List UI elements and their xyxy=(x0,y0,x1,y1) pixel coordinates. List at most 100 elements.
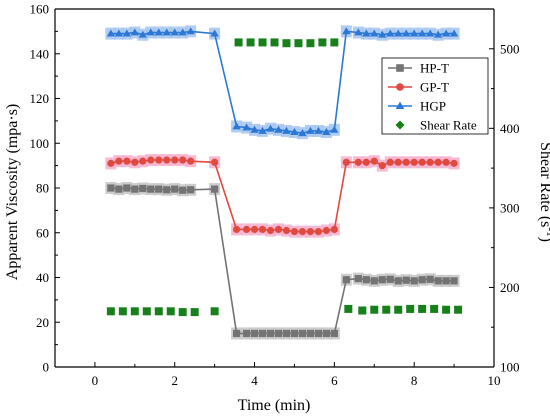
data-point-hp-t xyxy=(107,184,115,192)
data-point-hp-t xyxy=(171,185,179,193)
data-point-gp-t xyxy=(155,156,163,164)
data-point-shear-rate xyxy=(118,307,127,316)
data-point-hgp xyxy=(362,29,371,37)
data-point-hp-t xyxy=(147,185,155,193)
y-axis-right-title-sup: -1 xyxy=(544,227,550,236)
data-point-gp-t xyxy=(394,158,402,166)
data-point-gp-t xyxy=(115,157,123,165)
y-left-tick-label: 140 xyxy=(30,46,50,61)
data-point-hp-t xyxy=(282,329,291,338)
data-point-gp-t xyxy=(442,158,450,166)
data-point-shear-rate xyxy=(344,304,353,313)
data-point-gp-t xyxy=(342,158,350,166)
data-point-gp-t xyxy=(274,225,283,233)
data-point-gp-t xyxy=(163,156,171,164)
data-point-gp-t xyxy=(250,225,259,233)
data-point-shear-rate xyxy=(142,307,151,316)
data-point-hgp xyxy=(282,126,291,134)
x-tick-label: 10 xyxy=(488,373,501,388)
data-point-gp-t xyxy=(386,158,394,166)
data-point-gp-t xyxy=(322,226,330,235)
data-point-hp-t xyxy=(179,186,187,194)
data-point-gp-t xyxy=(187,157,195,165)
data-point-hp-t xyxy=(274,329,283,338)
y-left-tick-label: 100 xyxy=(30,136,50,151)
y-left-tick-label: 20 xyxy=(36,315,49,330)
data-point-hgp xyxy=(298,129,307,137)
data-point-hgp xyxy=(342,27,351,35)
y-left-tick-label: 40 xyxy=(36,270,49,285)
x-tick-label: 6 xyxy=(331,373,338,388)
x-tick-label: 8 xyxy=(411,373,418,388)
data-point-hp-t xyxy=(386,275,394,283)
data-point-shear-rate xyxy=(270,38,279,47)
data-point-hp-t xyxy=(266,329,275,338)
x-tick-label: 0 xyxy=(92,373,99,388)
data-point-hp-t xyxy=(354,275,362,283)
data-point-hgp xyxy=(258,126,267,134)
data-point-hp-t xyxy=(402,276,410,284)
data-point-gp-t xyxy=(179,156,187,164)
y-right-tick-label: 400 xyxy=(500,121,520,136)
axes-layer: 0 2 4 6 8 10020406080100120140160100200300400… xyxy=(30,2,520,389)
legend-label-hgp: HGP xyxy=(420,99,446,114)
data-point-hgp xyxy=(449,29,459,37)
data-point-hgp xyxy=(394,29,403,37)
data-point-hp-t xyxy=(123,184,131,192)
data-point-shear-rate xyxy=(442,305,451,314)
data-point-hp-t xyxy=(442,277,450,285)
data-point-hp-t xyxy=(450,277,458,285)
y-axis-right-title: Shear Rate (s-1) xyxy=(537,142,550,242)
data-point-gp-t xyxy=(123,157,131,165)
legend-label-gp-t: GP-T xyxy=(420,80,449,95)
data-point-hgp xyxy=(330,125,339,133)
data-point-hgp xyxy=(441,29,451,37)
data-point-hp-t xyxy=(410,277,418,285)
y-left-tick-label: 60 xyxy=(36,225,49,240)
series-hp-t xyxy=(105,182,460,340)
data-point-hgp xyxy=(290,127,299,135)
data-point-hp-t xyxy=(211,185,219,193)
data-point-hgp xyxy=(130,28,139,36)
data-point-gp-t xyxy=(434,158,442,166)
data-point-shear-rate xyxy=(306,39,315,48)
data-point-shear-rate xyxy=(382,305,391,314)
data-point-hgp xyxy=(402,29,411,37)
data-point-gp-t xyxy=(139,157,147,165)
data-point-gp-t xyxy=(232,225,241,233)
data-point-hgp xyxy=(314,126,323,134)
legend: HP-T GP-T HGP Shear Rate xyxy=(381,57,489,135)
y-axis-right-title-base: Shear Rate (s xyxy=(537,142,550,227)
data-point-hp-t xyxy=(131,185,139,193)
data-point-hgp xyxy=(378,30,387,38)
y-right-tick-label: 200 xyxy=(500,280,520,295)
data-point-hgp xyxy=(178,28,187,36)
data-point-shear-rate xyxy=(406,304,415,313)
data-point-hp-t xyxy=(290,329,299,338)
data-point-hgp xyxy=(210,29,219,37)
legend-marker-hgp xyxy=(395,101,405,110)
legend-marker-shear-rate xyxy=(395,120,405,130)
data-point-gp-t xyxy=(290,228,299,236)
data-point-shear-rate xyxy=(166,307,175,316)
data-point-gp-t xyxy=(418,158,426,166)
data-point-shear-rate xyxy=(430,304,439,313)
data-point-gp-t xyxy=(211,158,219,166)
data-point-hp-t xyxy=(342,276,350,284)
data-point-shear-rate xyxy=(418,304,427,313)
data-point-gp-t xyxy=(242,225,251,233)
data-point-gp-t xyxy=(426,158,434,166)
x-tick-label: 4 xyxy=(251,373,258,388)
data-point-gp-t xyxy=(282,226,291,235)
y-axis-right-title-end: ) xyxy=(537,237,550,242)
data-point-hgp xyxy=(170,28,179,36)
legend-marker-gp-t xyxy=(396,83,404,91)
data-point-hgp xyxy=(410,29,419,37)
data-point-hgp xyxy=(370,29,379,37)
data-point-gp-t xyxy=(402,158,410,166)
x-tick-label: 2 xyxy=(171,373,178,388)
series-shear-rate xyxy=(106,38,463,317)
series-hgp xyxy=(105,25,460,140)
data-point-hp-t xyxy=(370,277,378,285)
